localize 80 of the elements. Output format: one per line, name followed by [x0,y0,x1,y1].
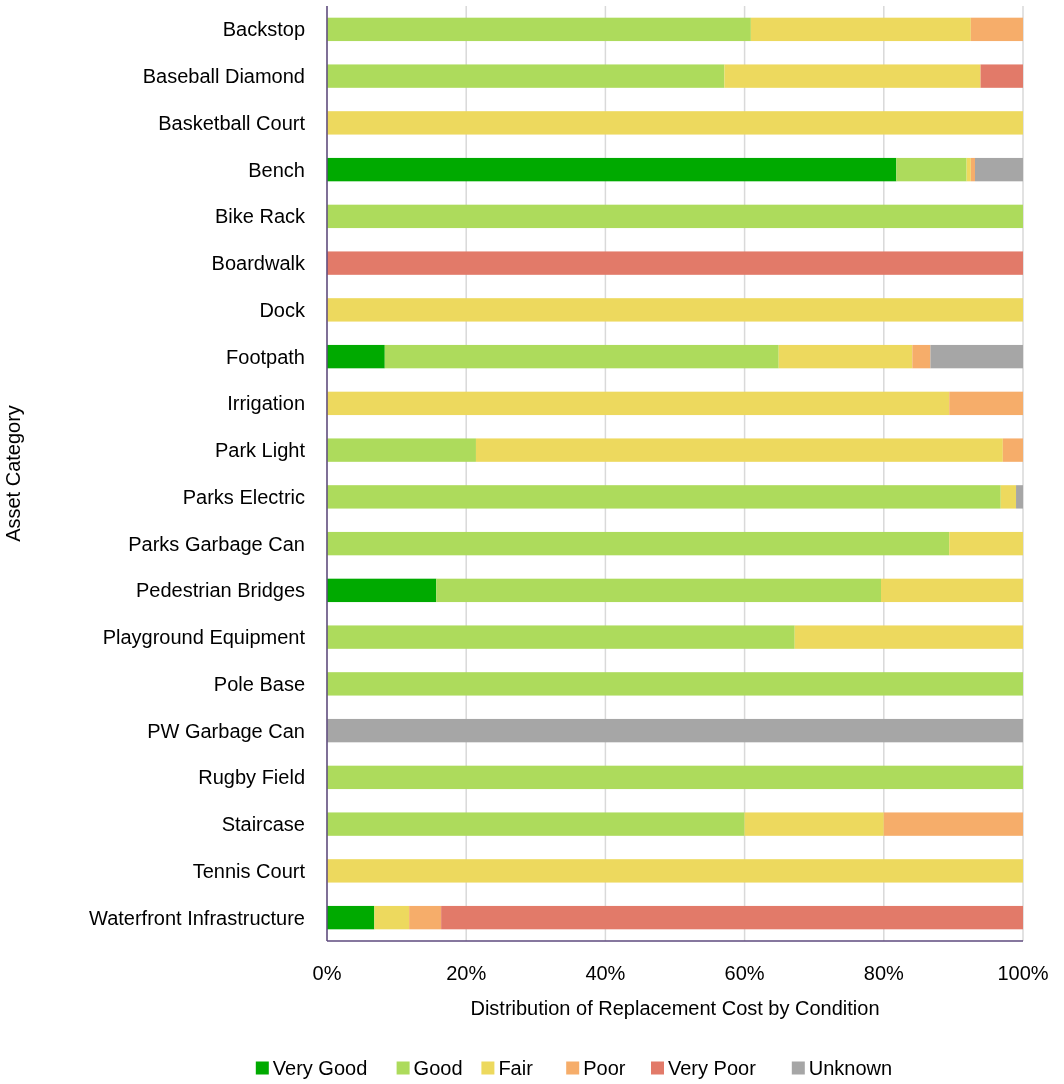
bar [436,578,882,603]
y-tick-label: Waterfront Infrastructure [89,906,305,929]
y-tick-label: Parks Electric [182,485,305,508]
bar [974,157,1023,182]
bar [327,859,1023,883]
bar [1002,438,1023,462]
y-tick-label: Bench [248,158,305,181]
y-tick-label: Baseball Diamond [142,65,305,88]
x-tick-label: 20% [446,962,487,984]
bar [966,157,971,182]
bar [327,485,1001,509]
bar [327,672,1023,696]
bar [327,251,1023,275]
bar [744,812,884,836]
bar [949,531,1023,556]
x-tick-label: 80% [863,962,905,984]
y-tick-label: Bike Rack [214,205,306,228]
bar [883,812,1023,836]
x-tick-label: 0% [312,962,342,984]
x-tick-label: 100% [997,962,1049,984]
y-tick-label: Staircase [221,813,305,836]
bar [441,905,1023,930]
bar [374,905,410,930]
bar [327,905,375,930]
bar [980,64,1023,88]
y-tick-label: Pole Base [213,672,305,695]
y-tick-label: Pedestrian Bridges [136,579,305,602]
y-axis-title: Asset Category [2,405,24,542]
y-tick-label: Tennis Court [192,859,306,882]
bar [327,812,745,836]
y-tick-label: Rugby Field [198,766,305,789]
bar [970,17,1023,42]
y-tick-label: Parks Garbage Can [128,532,305,555]
bar [930,344,1023,369]
bar [970,157,975,182]
x-tick-label: 60% [724,962,765,984]
bar [327,111,1023,135]
bar [327,625,795,649]
bar [327,64,725,88]
bar [327,298,1023,322]
legend-label: Unknown [808,1057,893,1079]
bar [949,391,1023,416]
bar [327,157,897,182]
bar [327,531,950,556]
legend-label: Fair [498,1057,534,1079]
bar [896,157,967,182]
legend-label: Very Poor [668,1057,757,1079]
bar [327,17,751,42]
bar [327,344,385,369]
legend-label: Good [413,1057,463,1079]
bar [750,17,971,42]
bar [327,765,1023,790]
y-tick-label: Footpath [226,345,305,368]
bar [1000,485,1017,509]
y-tick-label: Irrigation [227,392,305,415]
y-tick-label: Backstop [222,18,305,41]
legend-label: Very Good [272,1057,368,1079]
bar [881,578,1023,603]
bar [778,344,913,369]
bar [327,204,1023,229]
y-tick-label: Basketball Court [158,111,306,134]
y-tick-label: Boardwalk [211,252,306,275]
bar [1016,485,1023,509]
bar [724,64,981,88]
y-tick-label: Dock [259,298,306,321]
bar [912,344,931,369]
bar [409,905,442,930]
bar [327,578,437,603]
bar [475,438,1003,462]
y-tick-label: Playground Equipment [102,626,306,649]
bar [327,438,476,462]
x-axis-title: Distribution of Replacement Cost by Condition [470,997,880,1019]
bar [327,718,1023,743]
y-tick-label: Park Light [214,439,306,462]
bar [327,391,950,416]
y-tick-label: PW Garbage Can [147,719,305,742]
legend-label: Poor [583,1057,626,1079]
x-tick-label: 40% [585,962,626,984]
bar [794,625,1023,649]
bar [384,344,779,369]
